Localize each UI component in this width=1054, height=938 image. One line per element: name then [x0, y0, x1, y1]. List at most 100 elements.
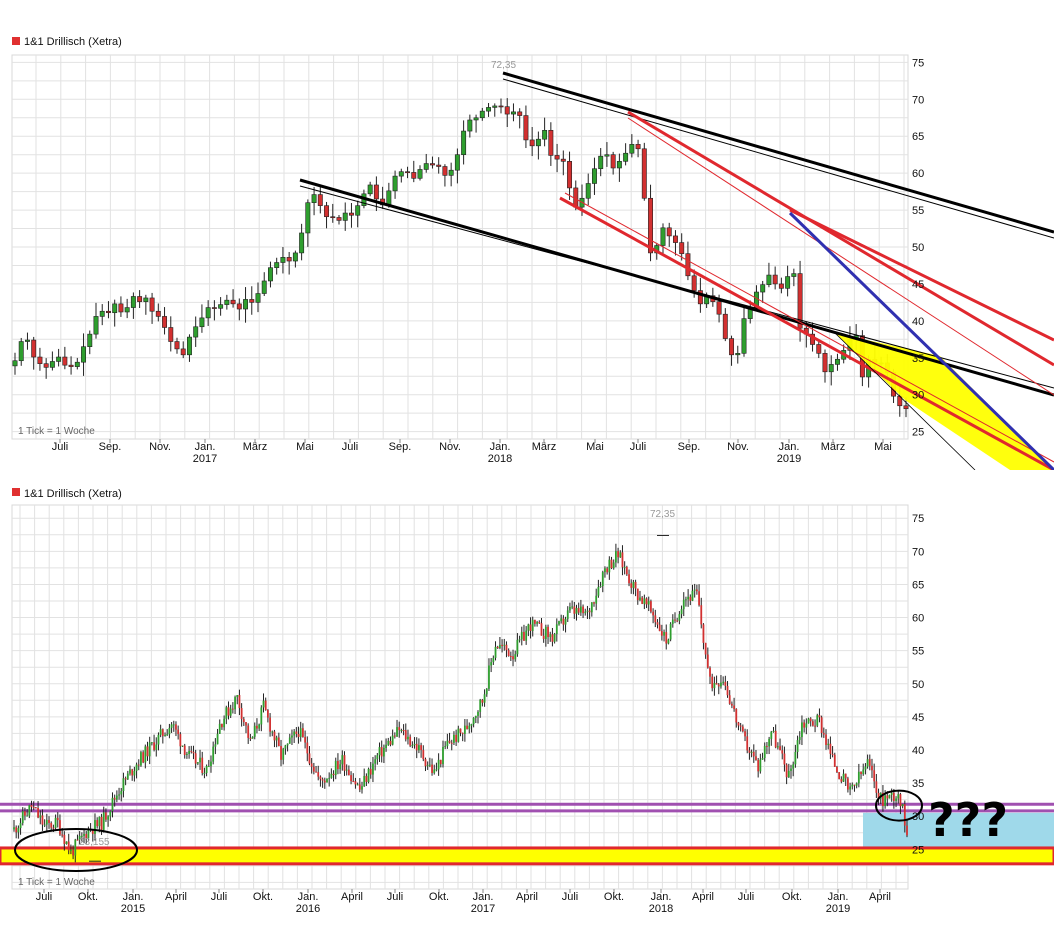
candle-body: [648, 197, 654, 254]
candle-body: [722, 313, 728, 339]
candle-body: [317, 194, 323, 206]
candle-body: [517, 111, 523, 116]
candle-body: [153, 742, 155, 750]
candle-body: [716, 301, 722, 315]
candle-body: [527, 624, 530, 631]
candle-body: [39, 815, 42, 818]
candle-body: [91, 829, 94, 834]
candle-body: [805, 723, 808, 728]
y-tick-label: 50: [912, 679, 924, 691]
candle-body: [324, 205, 330, 218]
candle-body: [877, 792, 880, 799]
x-month-label: Juli: [36, 891, 53, 903]
candle-body: [330, 773, 333, 778]
candle-body: [271, 731, 274, 733]
candle-body: [172, 724, 175, 726]
candle-body: [783, 753, 786, 765]
y-tick-label: 60: [912, 613, 924, 625]
candle-body: [827, 743, 830, 745]
candle-body: [847, 778, 849, 790]
x-month-label: Juli: [211, 891, 228, 903]
candle-body: [538, 622, 541, 624]
candle-body: [772, 730, 775, 732]
candle-body: [652, 611, 655, 616]
candle-body: [24, 811, 26, 816]
candle-body: [555, 624, 558, 635]
candle-body: [21, 811, 24, 824]
candle-body: [65, 841, 68, 845]
candle-body: [415, 743, 418, 751]
trend-lines: [299, 71, 1054, 470]
candle-body: [778, 283, 784, 289]
candle-body: [504, 106, 510, 115]
candle-body: [387, 740, 390, 745]
x-month-label: Sep.: [99, 441, 122, 453]
candle-body: [467, 119, 473, 132]
candle-body: [326, 778, 328, 783]
candle-body: [411, 745, 414, 747]
candle-body: [882, 792, 884, 807]
candle-body: [801, 722, 803, 738]
candle-body: [689, 596, 692, 601]
candle-body: [78, 835, 81, 840]
candle-body: [679, 242, 685, 254]
candle-body: [529, 139, 535, 147]
candle-body: [735, 353, 741, 356]
candle-body: [803, 722, 806, 728]
candle-body: [380, 747, 383, 757]
candle-body: [437, 759, 440, 770]
candle-body: [575, 608, 578, 614]
x-year-label: 2017: [471, 903, 495, 915]
candle-body: [601, 572, 604, 587]
candle-body: [693, 589, 696, 591]
candle-body: [225, 707, 228, 719]
candle-body: [512, 656, 514, 660]
candle-body: [554, 155, 560, 160]
candle-body: [146, 746, 149, 757]
candle-body: [901, 804, 904, 807]
candle-body: [761, 758, 764, 760]
candle-body: [54, 817, 57, 828]
candle-body: [214, 744, 217, 747]
candle-body: [372, 763, 374, 775]
candle-body: [59, 820, 61, 835]
candle-body: [186, 753, 188, 755]
candle-body: [766, 745, 768, 747]
candle-body: [201, 757, 204, 774]
candle-body: [74, 361, 80, 367]
candle-body: [168, 727, 171, 735]
chart-title: 1&1 Drillisch (Xetra): [24, 488, 122, 500]
candle-body: [544, 626, 547, 639]
candle-body: [535, 138, 541, 147]
candle-body: [781, 750, 784, 754]
candle-body: [851, 784, 854, 787]
candle-body: [759, 759, 762, 772]
candle-body: [439, 759, 442, 765]
x-month-label: Okt.: [253, 891, 273, 903]
x-month-label: April: [692, 891, 714, 903]
candle-body: [498, 644, 501, 649]
x-month-label: Mai: [586, 441, 604, 453]
candle-body: [612, 562, 615, 569]
markings: [14, 534, 923, 872]
candle-body: [183, 745, 186, 755]
candle-body: [179, 734, 182, 747]
candle-body: [672, 235, 678, 243]
candle-body: [704, 642, 707, 655]
candle-body: [842, 773, 845, 782]
candle-body: [791, 273, 797, 277]
y-axis: 25 30 35 40 45 50 55 60 65 70 75: [912, 57, 924, 438]
candle-body: [342, 212, 348, 221]
candle-body: [503, 644, 506, 646]
candle-body: [261, 280, 267, 294]
weekly-chart-bottom: 1&1 Drillisch (Xetra) 25 30 35 40 45 50 55 60 65…: [0, 488, 1054, 915]
candle-body: [641, 148, 647, 199]
candle-body: [350, 775, 352, 782]
candle-body: [166, 734, 169, 736]
x-month-label: Okt.: [78, 891, 98, 903]
candle-body: [67, 841, 70, 851]
candle-body: [315, 771, 317, 773]
x-month-label: Jan.: [195, 441, 216, 453]
candle-body: [41, 815, 44, 825]
candle-body: [772, 274, 778, 285]
